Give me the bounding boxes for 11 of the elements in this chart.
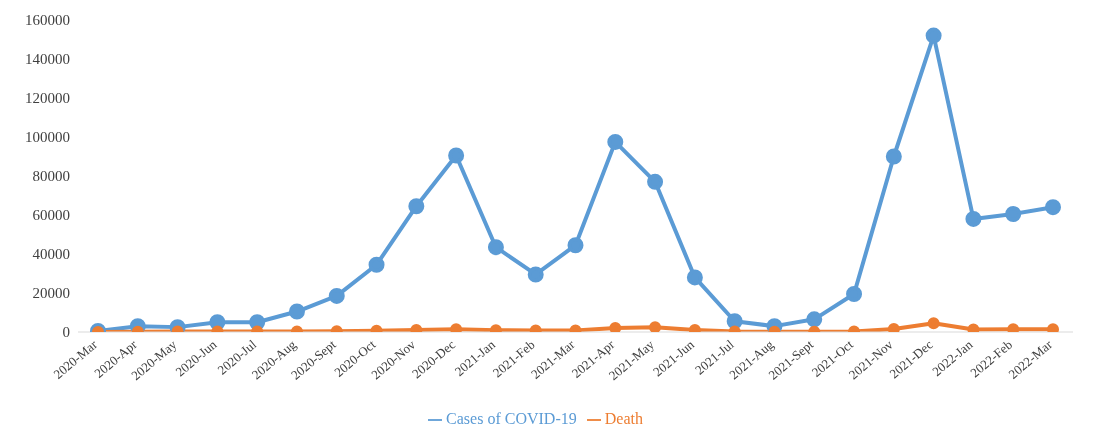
y-tick-label: 160000 (25, 12, 70, 29)
y-tick-label: 40000 (32, 246, 70, 263)
y-tick-label: 140000 (25, 51, 70, 68)
y-tick-label: 120000 (25, 90, 70, 107)
y-tick-label: 60000 (32, 207, 70, 224)
legend-label: Death (604, 410, 643, 427)
y-tick-label: 20000 (32, 285, 70, 302)
y-tick-label: 100000 (25, 129, 70, 146)
y-tick-label: 80000 (32, 168, 70, 185)
legend-label: Cases of COVID-19 (446, 410, 577, 427)
y-tick-label: 0 (62, 324, 70, 341)
